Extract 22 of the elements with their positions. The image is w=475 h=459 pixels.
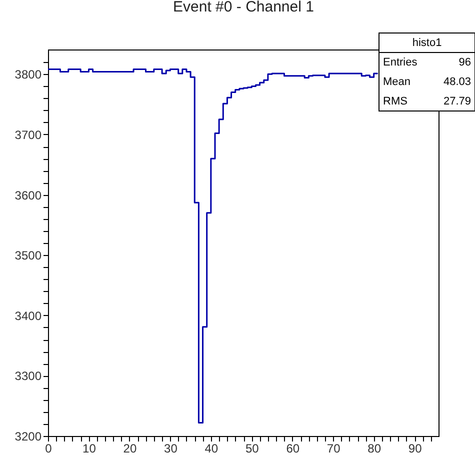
x-tick-label: 20 [123,442,137,456]
text: Entries 96 [383,56,471,68]
x-tick-label: 50 [245,442,260,456]
x-tick-label: 40 [204,442,218,456]
y-tick-label: 3600 [14,188,42,202]
x-tick-label: 70 [326,442,341,456]
text: RMS 27.79 [383,95,471,108]
x-tick-label: 10 [82,442,96,456]
text: histo1 [412,36,442,49]
chart-title: Event #0 - Channel 1 [173,0,314,16]
x-tick-label: 60 [286,442,300,456]
y-tick-label: 3400 [14,308,42,323]
y-tick-label: 3300 [14,369,42,384]
x-tick-label: 90 [408,442,422,456]
x-tick-label: 80 [368,442,382,456]
text: Mean 48.03 [383,76,471,88]
y-tick-label: 3500 [14,248,42,263]
y-tick-label: 3800 [14,68,42,82]
y-tick-label: 3700 [14,128,42,142]
x-tick-label: 30 [164,442,178,456]
y-tick-label: 3200 [14,430,42,444]
x-tick-label: 0 [45,442,52,456]
